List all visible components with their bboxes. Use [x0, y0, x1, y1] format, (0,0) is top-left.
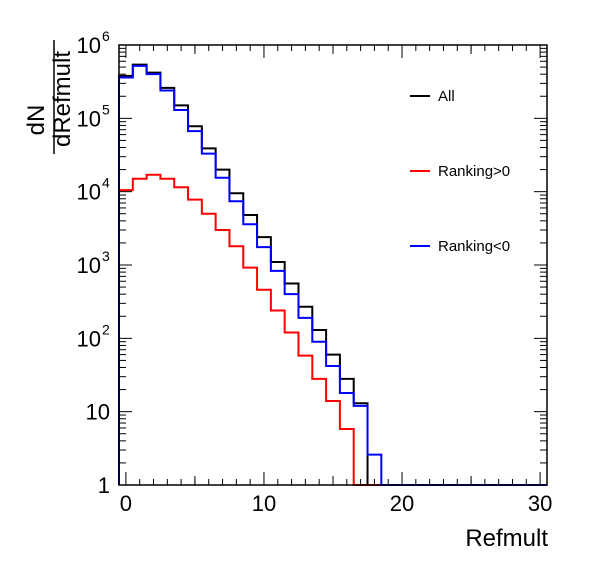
- y-tick-exponent: 2: [102, 321, 110, 337]
- ticks-layer: [119, 45, 547, 486]
- y-tick-label: 10: [77, 180, 101, 205]
- legend-label-ranking-0: Ranking>0: [438, 163, 510, 180]
- series-line-ranking-0: [118, 173, 547, 486]
- x-tick-label: 0: [120, 491, 132, 516]
- y-tick-label: 10: [86, 400, 110, 425]
- y-tick-exponent: 4: [102, 175, 110, 191]
- x-tick-label: 10: [252, 491, 276, 516]
- y-tick-exponent: 3: [102, 248, 110, 264]
- y-tick-label: 10: [77, 33, 101, 58]
- y-axis-title: dN dRefmult: [23, 40, 76, 154]
- legend-label-all: All: [438, 88, 455, 105]
- y-tick-exponent: 6: [102, 28, 110, 44]
- y-tick-label: 10: [77, 326, 101, 351]
- legend-label-ranking-0: Ranking<0: [438, 238, 510, 255]
- legend: All Ranking>0 Ranking<0: [410, 88, 510, 255]
- y-tick-label: 10: [77, 253, 101, 278]
- series-line-ranking-0: [118, 64, 547, 486]
- y-tick-exponent: 5: [102, 101, 110, 117]
- y-tick-label: 10: [77, 106, 101, 131]
- x-tick-label: 20: [390, 491, 414, 516]
- y-tick-label: 1: [98, 473, 110, 498]
- plot-frame: [118, 44, 548, 486]
- x-tick-label: 30: [528, 491, 552, 516]
- series-line-all: [118, 63, 547, 486]
- y-axis-title-denominator: dRefmult: [49, 51, 76, 147]
- x-axis-title: Refmult: [465, 525, 548, 552]
- series-layer: [118, 63, 547, 486]
- y-axis-title-numerator: dN: [23, 105, 50, 136]
